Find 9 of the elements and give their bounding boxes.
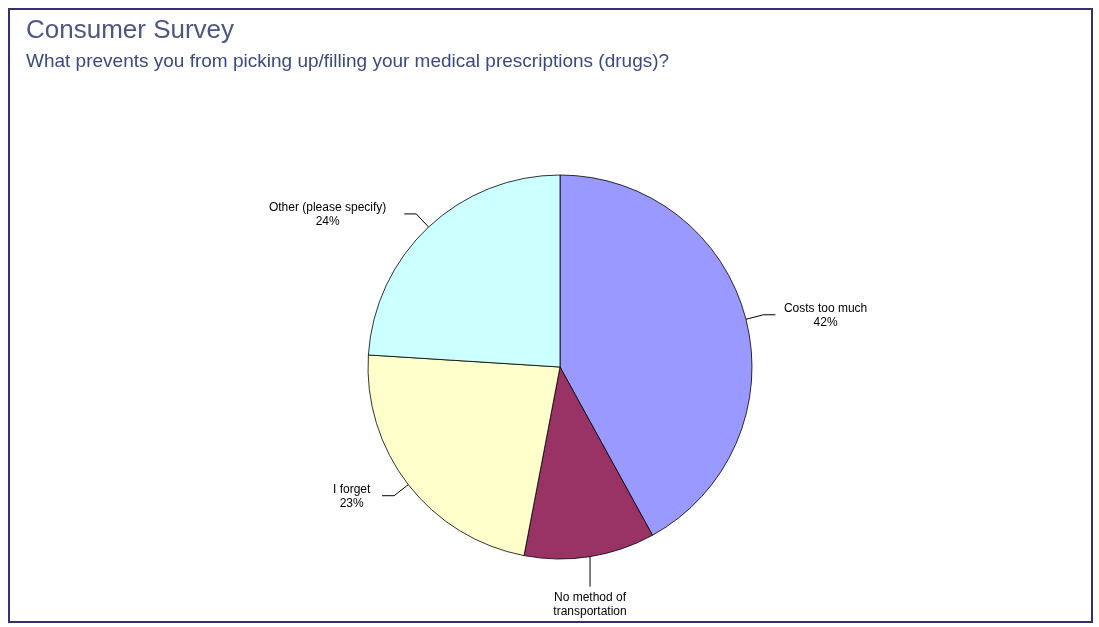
- data-label: 24%: [315, 213, 340, 228]
- data-label: 42%: [813, 314, 838, 329]
- slice-label: Other (please specify): [268, 199, 387, 214]
- slice-label: No method of transportation: [553, 589, 627, 618]
- data-label: 23%: [339, 495, 364, 510]
- chart-subtitle: What prevents you from picking up/filling your medical prescriptions (drugs)?: [26, 50, 670, 72]
- slice-label: I forget: [332, 481, 372, 496]
- chart-title: Consumer Survey: [26, 14, 235, 45]
- slice-label: Costs too much: [783, 300, 868, 315]
